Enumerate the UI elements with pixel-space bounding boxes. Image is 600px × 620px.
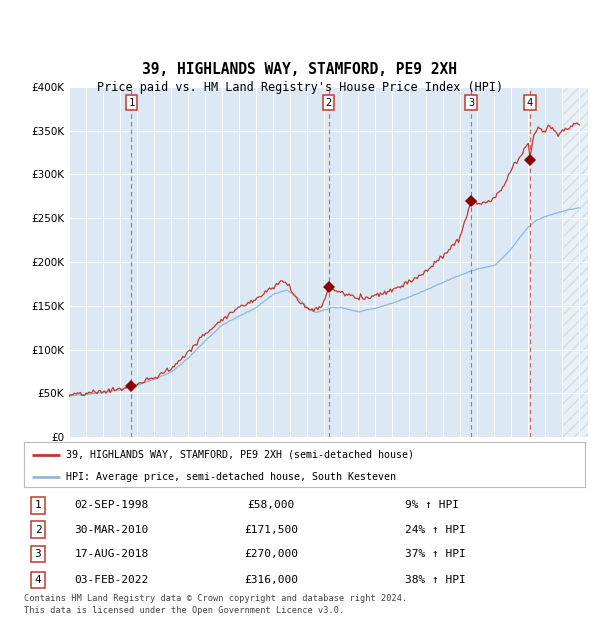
Text: £316,000: £316,000 — [244, 575, 298, 585]
Text: 02-SEP-1998: 02-SEP-1998 — [74, 500, 149, 510]
Text: Price paid vs. HM Land Registry's House Price Index (HPI): Price paid vs. HM Land Registry's House … — [97, 81, 503, 94]
Text: Contains HM Land Registry data © Crown copyright and database right 2024.: Contains HM Land Registry data © Crown c… — [24, 595, 407, 603]
Text: 9% ↑ HPI: 9% ↑ HPI — [406, 500, 460, 510]
Text: This data is licensed under the Open Government Licence v3.0.: This data is licensed under the Open Gov… — [24, 606, 344, 614]
Text: 37% ↑ HPI: 37% ↑ HPI — [406, 549, 466, 559]
Text: 38% ↑ HPI: 38% ↑ HPI — [406, 575, 466, 585]
Text: 39, HIGHLANDS WAY, STAMFORD, PE9 2XH (semi-detached house): 39, HIGHLANDS WAY, STAMFORD, PE9 2XH (se… — [66, 450, 414, 459]
Text: £270,000: £270,000 — [244, 549, 298, 559]
Text: 4: 4 — [527, 97, 533, 107]
Text: 1: 1 — [128, 97, 134, 107]
Text: £58,000: £58,000 — [247, 500, 295, 510]
Text: 39, HIGHLANDS WAY, STAMFORD, PE9 2XH: 39, HIGHLANDS WAY, STAMFORD, PE9 2XH — [143, 63, 458, 78]
Text: 3: 3 — [468, 97, 474, 107]
Text: 3: 3 — [35, 549, 41, 559]
Text: 03-FEB-2022: 03-FEB-2022 — [74, 575, 149, 585]
Text: 30-MAR-2010: 30-MAR-2010 — [74, 525, 149, 534]
Text: 24% ↑ HPI: 24% ↑ HPI — [406, 525, 466, 534]
Text: 4: 4 — [35, 575, 41, 585]
Text: 17-AUG-2018: 17-AUG-2018 — [74, 549, 149, 559]
Text: 2: 2 — [325, 97, 332, 107]
Text: HPI: Average price, semi-detached house, South Kesteven: HPI: Average price, semi-detached house,… — [66, 472, 396, 482]
Bar — [562, 87, 588, 437]
Text: £171,500: £171,500 — [244, 525, 298, 534]
Text: 1: 1 — [35, 500, 41, 510]
Text: 2: 2 — [35, 525, 41, 534]
